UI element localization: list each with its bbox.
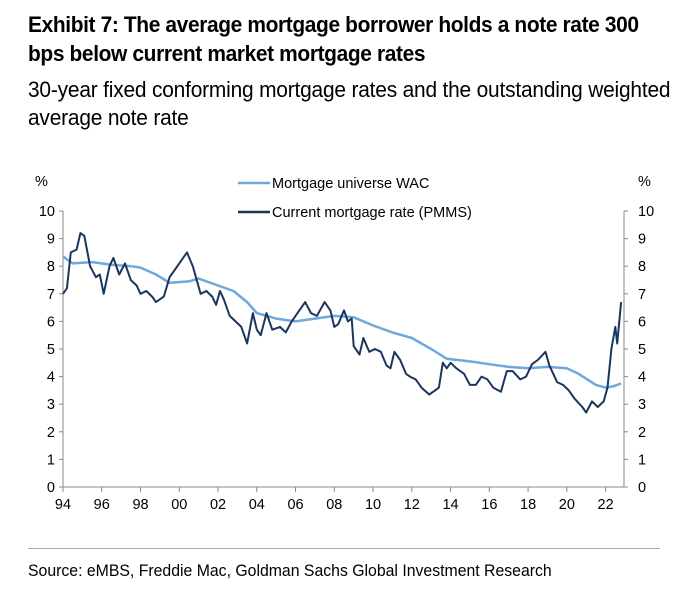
- legend-label-wac: Mortgage universe WAC: [272, 176, 429, 192]
- y-tick-label-right: 6: [638, 314, 646, 330]
- y-tick-label-left: 0: [47, 480, 55, 496]
- y-tick-label-right: 2: [638, 425, 646, 441]
- series-line-pmms: [62, 232, 623, 414]
- y-tick-label-right: 8: [638, 259, 646, 275]
- x-tick-label: 96: [94, 497, 110, 513]
- x-tick-label: 16: [481, 497, 497, 513]
- x-tick-label: 94: [55, 497, 71, 513]
- y-tick-label-left: 4: [47, 370, 55, 386]
- y-tick-label-left: 1: [47, 452, 55, 468]
- x-tick-label: 98: [132, 497, 148, 513]
- y-axis-right-unit: %: [638, 174, 651, 190]
- y-tick-label-right: 4: [638, 370, 646, 386]
- x-tick-label: 20: [559, 497, 575, 513]
- y-tick-label-left: 2: [47, 425, 55, 441]
- chart-title: Exhibit 7: The average mortgage borrower…: [28, 12, 639, 66]
- x-tick-label: 02: [210, 497, 226, 513]
- x-tick-label: 14: [442, 497, 458, 513]
- divider: [28, 548, 660, 549]
- y-axis-left-unit: %: [35, 174, 48, 190]
- y-tick-label-left: 7: [47, 287, 55, 303]
- legend-label-pmms: Current mortgage rate (PMMS): [272, 205, 472, 221]
- y-tick-label-right: 0: [638, 480, 646, 496]
- y-tick-label-right: 5: [638, 342, 646, 358]
- chart: % % Mortgage universe WAC Current mortga…: [35, 174, 654, 513]
- source-note: Source: eMBS, Freddie Mac, Goldman Sachs…: [28, 561, 552, 580]
- series-line-wac: [62, 255, 622, 389]
- x-tick-label: 10: [365, 497, 381, 513]
- y-tick-label-right: 10: [638, 204, 654, 220]
- y-tick-label-left: 8: [47, 259, 55, 275]
- y-tick-label-left: 10: [39, 204, 55, 220]
- y-tick-label-left: 3: [47, 397, 55, 413]
- chart-subtitle: 30-year fixed conforming mortgage rates …: [28, 77, 671, 130]
- x-tick-label: 06: [287, 497, 303, 513]
- x-tick-label: 12: [404, 497, 420, 513]
- x-tick-label: 04: [249, 497, 265, 513]
- y-tick-label-left: 9: [47, 232, 55, 248]
- x-tick-label: 08: [326, 497, 342, 513]
- legend: Mortgage universe WAC Current mortgage r…: [238, 176, 472, 221]
- y-tick-label-left: 6: [47, 314, 55, 330]
- x-tick-label: 00: [171, 497, 187, 513]
- x-tick-label: 18: [520, 497, 536, 513]
- y-tick-label-right: 1: [638, 452, 646, 468]
- y-tick-label-right: 9: [638, 232, 646, 248]
- y-tick-label-right: 7: [638, 287, 646, 303]
- y-tick-label-right: 3: [638, 397, 646, 413]
- y-tick-label-left: 5: [47, 342, 55, 358]
- x-tick-label: 22: [598, 497, 614, 513]
